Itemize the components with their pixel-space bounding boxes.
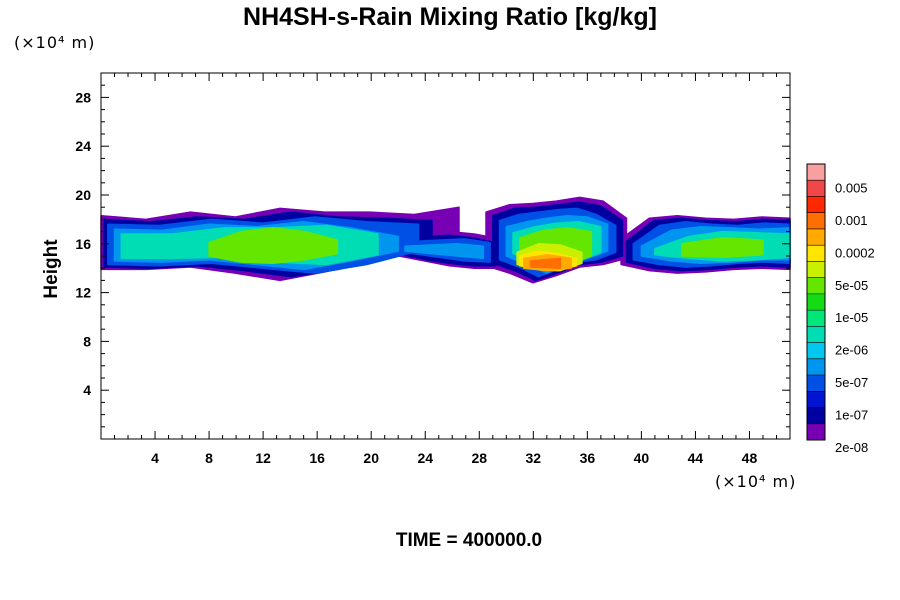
colorbar-label: 0.0002 [835,245,875,260]
colorbar-swatch [807,277,825,295]
x-tick-label: 44 [688,450,704,466]
x-tick-label: 48 [742,450,758,466]
colorbar-swatch [807,245,825,262]
y-axis-unit: (×10⁴ m) [14,33,96,52]
x-tick-label: 12 [255,450,271,466]
colorbar-swatch [807,423,825,441]
cloud-band-green [681,236,764,258]
colorbar-swatch [807,342,825,360]
x-tick-label: 16 [309,450,325,466]
colorbar-swatch [807,164,825,181]
x-tick-label: 24 [417,450,433,466]
colorbar-swatch [807,228,825,246]
colorbar-swatch [807,180,825,197]
colorbar-label: 0.005 [835,180,868,195]
y-tick-label: 16 [75,236,91,252]
y-tick-label: 8 [83,333,91,349]
x-tick-label: 40 [634,450,650,466]
colorbar-label: 5e-05 [835,278,868,293]
colorbar-label: 5e-07 [835,375,868,390]
x-tick-label: 36 [580,450,596,466]
cloud-field [100,196,791,284]
colorbar-swatch [807,358,825,376]
chart-title: NH4SH-s-Rain Mixing Ratio [kg/kg] [243,3,657,31]
colorbar-swatch [807,196,825,214]
colorbar-label: 2e-08 [835,440,868,455]
colorbar-frame [806,163,826,441]
y-tick-label: 24 [75,138,91,154]
x-tick-label: 4 [151,450,159,466]
y-tick-label: 12 [75,285,91,301]
colorbar-swatch [807,326,825,343]
colorbar-swatch [807,212,825,230]
colorbar-label: 1e-05 [835,310,868,325]
x-axis-unit: (×10⁴ m) [715,472,797,491]
colorbar-swatch [807,293,825,311]
cloud-band-light-blue [404,243,485,260]
colorbar-label: 2e-06 [835,343,868,358]
colorbar-swatch [807,407,825,425]
time-label: TIME = 400000.0 [395,530,543,551]
y-tick-label: 28 [75,89,91,105]
x-tick-label: 20 [363,450,379,466]
cloud-band-green [208,227,339,265]
colorbar: 0.005 0.001 0.0002 5e-05 1e-05 2e-06 5e-07 1e-0… [806,163,875,455]
colorbar-swatch [807,310,825,327]
x-tick-label: 32 [526,450,542,466]
x-tick-label: 8 [205,450,213,466]
x-tick-label: 28 [471,450,487,466]
y-tick-label: 20 [75,187,91,203]
colorbar-label: 1e-07 [835,408,868,423]
colorbar-label: 0.001 [835,213,868,228]
colorbar-swatch [807,261,825,278]
colorbar-swatch [807,391,825,408]
cloud-band-dark-orange [529,257,562,269]
colorbar-swatch [807,375,825,392]
y-tick-label: 4 [83,382,91,398]
